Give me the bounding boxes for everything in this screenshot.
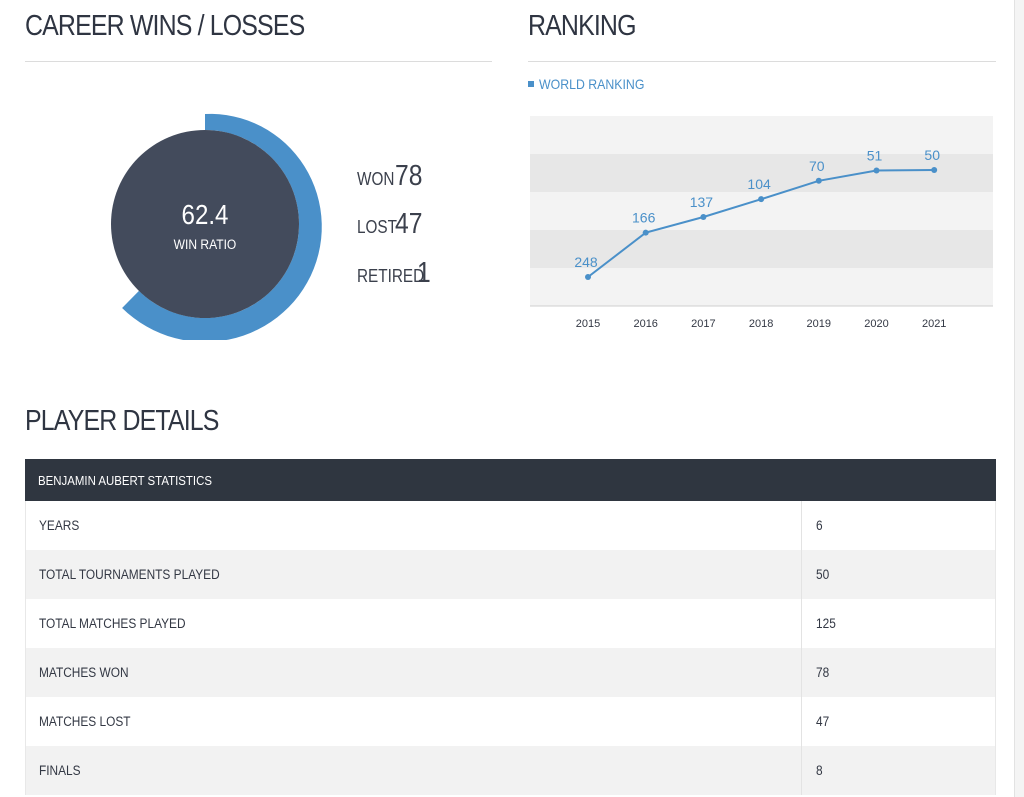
- row-label: YEARS: [39, 518, 80, 533]
- x-tick-label: 2020: [864, 318, 888, 330]
- data-label: 166: [632, 210, 656, 226]
- win-ratio-arc: [122, 113, 322, 340]
- win-ratio-center: [111, 130, 299, 318]
- table-row: MATCHES LOST 47: [25, 697, 996, 746]
- data-label: 137: [690, 194, 714, 210]
- data-point: [931, 167, 938, 173]
- table-row: FINALS 8: [25, 746, 996, 795]
- row-value: 47: [816, 714, 830, 729]
- data-label: 248: [574, 254, 598, 270]
- retired-value: 1: [417, 257, 431, 289]
- lost-label: LOST: [357, 217, 397, 237]
- row-value: 6: [816, 518, 823, 533]
- page-scrollbar[interactable]: [1014, 0, 1024, 797]
- data-label: 104: [747, 176, 771, 192]
- player-stats-table: BENJAMIN AUBERT STATISTICS YEARS 6 TOTAL…: [25, 459, 996, 795]
- lost-value: 47: [395, 208, 423, 240]
- grid-band: [530, 230, 993, 268]
- grid-band: [530, 268, 993, 306]
- x-tick-label: 2021: [922, 318, 946, 330]
- lost-stat: LOST 47: [357, 208, 427, 241]
- x-tick-label: 2018: [749, 318, 773, 330]
- row-value: 8: [816, 763, 823, 778]
- win-ratio-value: 62.4: [182, 198, 229, 230]
- row-label: MATCHES LOST: [39, 714, 131, 729]
- retired-stat: RETIRED 1: [357, 257, 433, 290]
- x-tick-label: 2019: [807, 318, 831, 330]
- table-row: TOTAL MATCHES PLAYED 125: [25, 599, 996, 648]
- ranking-title: RANKING: [528, 10, 636, 42]
- data-point: [585, 274, 591, 280]
- data-label: 51: [867, 148, 883, 164]
- won-stat: WON 78: [357, 160, 427, 193]
- ranking-divider: [528, 61, 996, 62]
- row-label: TOTAL TOURNAMENTS PLAYED: [39, 567, 220, 582]
- world-ranking-chart: 248 166 137 104 70 51 50 2015 2016 2017 2018 2019 2…: [530, 116, 993, 330]
- row-value: 125: [816, 616, 836, 631]
- table-row: YEARS 6: [25, 501, 996, 550]
- legend-label: WORLD RANKING: [539, 76, 645, 92]
- table-row: MATCHES WON 78: [25, 648, 996, 697]
- table-header: BENJAMIN AUBERT STATISTICS: [25, 459, 996, 501]
- row-label: FINALS: [39, 763, 81, 778]
- grid-band: [530, 116, 993, 154]
- x-tick-label: 2017: [691, 318, 715, 330]
- row-label: MATCHES WON: [39, 665, 129, 680]
- data-point: [758, 196, 765, 203]
- data-point: [815, 177, 822, 184]
- win-ratio-donut: 62.4 WIN RATIO: [111, 113, 322, 340]
- data-point: [873, 167, 880, 174]
- data-label: 70: [809, 158, 825, 174]
- grid-band: [530, 154, 993, 192]
- career-title: CAREER WINS / LOSSES: [25, 10, 305, 42]
- retired-label: RETIRED: [357, 266, 425, 286]
- table-header-label: BENJAMIN AUBERT STATISTICS: [38, 472, 212, 488]
- x-tick-label: 2015: [576, 318, 600, 330]
- data-point: [700, 214, 707, 221]
- table-row: TOTAL TOURNAMENTS PLAYED 50: [25, 550, 996, 599]
- row-label: TOTAL MATCHES PLAYED: [39, 616, 186, 631]
- won-value: 78: [395, 160, 423, 192]
- details-title: PLAYER DETAILS: [25, 405, 219, 437]
- legend-swatch: [528, 81, 534, 87]
- row-value: 78: [816, 665, 830, 680]
- win-ratio-label: WIN RATIO: [174, 236, 237, 252]
- career-divider: [25, 61, 492, 62]
- data-label: 50: [924, 147, 940, 163]
- x-tick-label: 2016: [633, 318, 657, 330]
- data-point: [642, 229, 649, 236]
- won-label: WON: [357, 169, 395, 189]
- chart-legend: WORLD RANKING: [528, 76, 659, 92]
- row-value: 50: [816, 567, 830, 582]
